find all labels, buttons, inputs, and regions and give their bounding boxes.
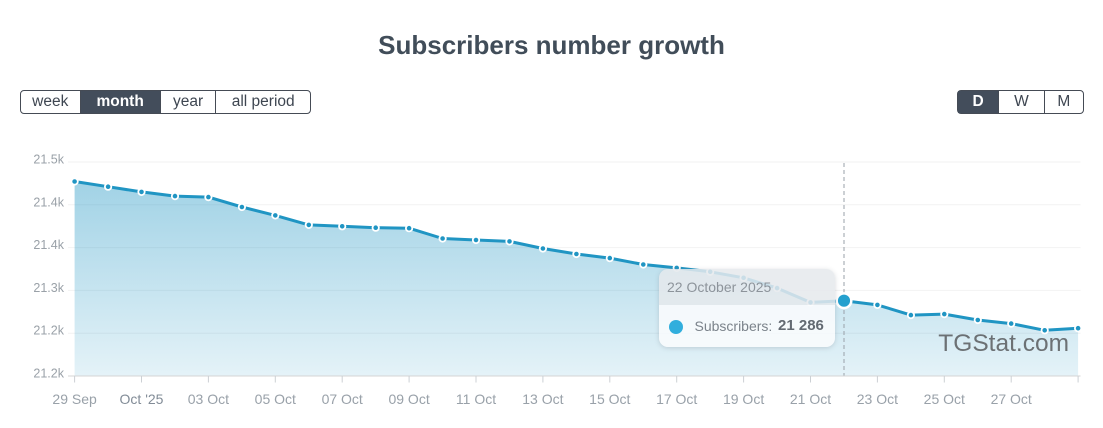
svg-text:27 Oct: 27 Oct bbox=[991, 391, 1032, 407]
svg-text:21.5k: 21.5k bbox=[33, 153, 64, 167]
svg-text:23 Oct: 23 Oct bbox=[857, 391, 898, 407]
svg-text:21.2k: 21.2k bbox=[33, 367, 64, 381]
svg-text:21.4k: 21.4k bbox=[33, 238, 64, 252]
svg-text:03 Oct: 03 Oct bbox=[188, 391, 229, 407]
svg-text:21.4k: 21.4k bbox=[33, 195, 64, 209]
svg-text:11 Oct: 11 Oct bbox=[456, 391, 496, 407]
svg-text:13 Oct: 13 Oct bbox=[522, 391, 563, 407]
svg-text:21.2k: 21.2k bbox=[33, 324, 64, 338]
svg-text:29 Sep: 29 Sep bbox=[52, 391, 97, 407]
svg-text:Oct '25: Oct '25 bbox=[120, 391, 164, 407]
svg-text:21 Oct: 21 Oct bbox=[790, 391, 831, 407]
svg-text:05 Oct: 05 Oct bbox=[255, 391, 296, 407]
svg-text:15 Oct: 15 Oct bbox=[589, 391, 630, 407]
svg-text:21.3k: 21.3k bbox=[33, 281, 64, 295]
svg-text:09 Oct: 09 Oct bbox=[388, 391, 429, 407]
svg-text:07 Oct: 07 Oct bbox=[322, 391, 363, 407]
svg-text:17 Oct: 17 Oct bbox=[656, 391, 697, 407]
svg-text:19 Oct: 19 Oct bbox=[723, 391, 764, 407]
svg-text:25 Oct: 25 Oct bbox=[924, 391, 965, 407]
